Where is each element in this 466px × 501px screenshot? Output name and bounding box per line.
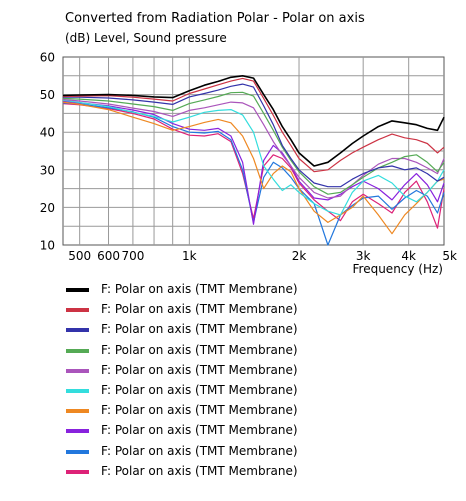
x-tick-label: 3k (356, 249, 371, 263)
legend-swatch (66, 368, 89, 373)
legend-swatch (66, 388, 89, 393)
legend-label: F: Polar on axis (TMT Membrane) (101, 403, 298, 418)
frequency-response-plot: 10 20 30 40 50 60 500 600 700 1k 2k 3k 4k 5k Frequen… (40, 51, 457, 277)
legend: F: Polar on axis (TMT Membrane) F: Polar … (66, 280, 366, 482)
legend-label: F: Polar on axis (TMT Membrane) (101, 282, 298, 296)
chart-title: Converted from Radiation Polar - Polar o… (65, 11, 365, 26)
legend-label: F: Polar on axis (TMT Membrane) (101, 423, 298, 438)
y-tick-label: 10 (40, 239, 55, 253)
y-tick-labels: 10 20 30 40 50 60 (40, 51, 55, 253)
series-line-7 (62, 101, 445, 235)
y-axis-label: (dB) Level, Sound pressure (65, 31, 227, 45)
legend-item: F: Polar on axis (TMT Membrane) (66, 401, 366, 421)
x-tick-label: 2k (292, 249, 307, 263)
grid (63, 57, 444, 245)
legend-label: F: Polar on axis (TMT Membrane) (101, 443, 298, 458)
x-tick-labels: 500 600 700 1k 2k 3k 4k 5k (68, 249, 457, 263)
series-lines (62, 75, 445, 246)
legend-swatch (66, 288, 89, 292)
legend-item: F: Polar on axis (TMT Membrane) (66, 300, 366, 320)
series-line-6 (62, 99, 445, 216)
legend-item: F: Polar on axis (TMT Membrane) (66, 320, 366, 340)
legend-label: F: Polar on axis (TMT Membrane) (101, 342, 298, 357)
y-tick-label: 30 (40, 163, 55, 177)
legend-item: F: Polar on axis (TMT Membrane) (66, 421, 366, 441)
legend-swatch (66, 469, 89, 474)
legend-label: F: Polar on axis (TMT Membrane) (101, 302, 298, 317)
legend-item: F: Polar on axis (TMT Membrane) (66, 462, 366, 482)
y-tick-label: 60 (40, 51, 55, 65)
legend-swatch (66, 308, 89, 313)
series-line-9 (62, 102, 445, 246)
legend-label: F: Polar on axis (TMT Membrane) (101, 382, 298, 397)
y-tick-label: 40 (40, 126, 55, 140)
legend-item: F: Polar on axis (TMT Membrane) (66, 280, 366, 300)
legend-swatch (66, 409, 89, 414)
legend-item: F: Polar on axis (TMT Membrane) (66, 361, 366, 381)
x-tick-label: 4k (401, 249, 416, 263)
series-line-5 (62, 98, 445, 199)
legend-label: F: Polar on axis (TMT Membrane) (101, 463, 298, 478)
x-tick-label: 700 (121, 249, 144, 263)
legend-swatch (66, 429, 89, 434)
x-tick-label: 5k (442, 249, 457, 263)
legend-item: F: Polar on axis (TMT Membrane) (66, 442, 366, 462)
x-tick-label: 600 (97, 249, 120, 263)
legend-swatch (66, 328, 89, 333)
legend-item: F: Polar on axis (TMT Membrane) (66, 341, 366, 361)
legend-label: F: Polar on axis (TMT Membrane) (101, 322, 298, 337)
x-tick-label: 500 (68, 249, 91, 263)
y-tick-label: 20 (40, 201, 55, 215)
series-line-3 (63, 83, 445, 188)
legend-item: F: Polar on axis (TMT Membrane) (66, 381, 366, 401)
series-line-2 (62, 77, 445, 173)
legend-swatch (66, 348, 89, 353)
x-axis-label: Frequency (Hz) (353, 262, 444, 276)
series-line-1 (62, 75, 445, 167)
legend-swatch (66, 449, 89, 454)
legend-label: F: Polar on axis (TMT Membrane) (101, 362, 298, 377)
series-line-4 (62, 91, 445, 195)
x-tick-label: 1k (182, 249, 197, 263)
y-tick-label: 50 (40, 88, 55, 102)
